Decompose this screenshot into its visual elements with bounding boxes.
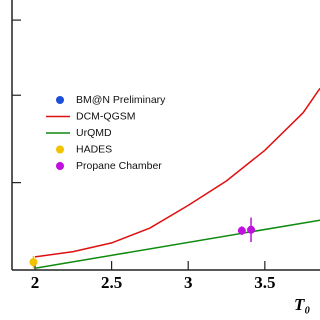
legend-label: Propane Chamber: [76, 160, 162, 172]
legend-label: UrQMD: [76, 127, 112, 139]
legend-label: HADES: [76, 143, 112, 155]
legend-label: DCM-QGSM: [76, 110, 136, 122]
x-tick-label: 2: [31, 273, 40, 292]
x-axis-label: T₀: [294, 295, 310, 314]
legend-marker: [56, 145, 64, 154]
x-tick-label: 2.5: [101, 273, 122, 292]
data-point: [247, 225, 256, 234]
data-point: [237, 226, 246, 235]
curve: [34, 87, 320, 258]
legend-label: BM@N Preliminary: [76, 94, 166, 106]
curve: [34, 219, 320, 269]
legend-marker: [56, 162, 64, 170]
legend-marker: [56, 96, 64, 104]
data-point: [29, 258, 38, 267]
x-tick-label: 3.5: [254, 273, 275, 292]
x-tick-label: 3: [184, 273, 193, 292]
